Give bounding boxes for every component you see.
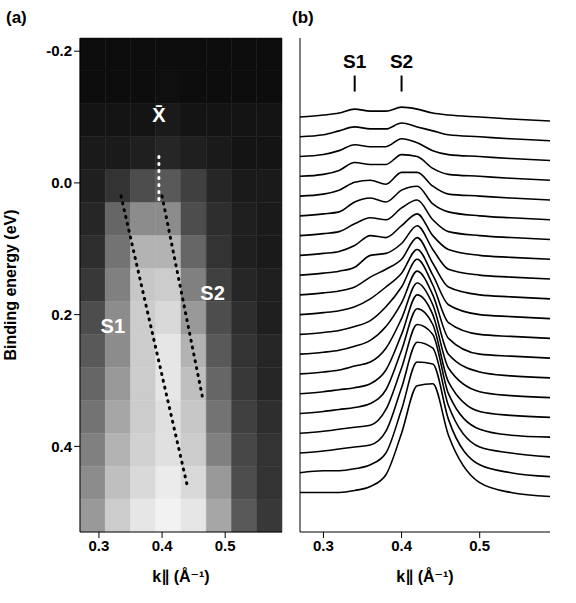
svg-text:-0.2: -0.2 bbox=[46, 42, 72, 59]
svg-text:0.0: 0.0 bbox=[51, 174, 72, 191]
svg-text:0.3: 0.3 bbox=[313, 537, 334, 554]
svg-text:k∥ (Å⁻¹): k∥ (Å⁻¹) bbox=[152, 567, 209, 586]
svg-text:S1: S1 bbox=[101, 315, 125, 337]
svg-text:0.4: 0.4 bbox=[152, 537, 174, 554]
svg-text:S2: S2 bbox=[200, 282, 224, 304]
svg-text:k∥ (Å⁻¹): k∥ (Å⁻¹) bbox=[396, 567, 453, 586]
svg-text:0.5: 0.5 bbox=[215, 537, 236, 554]
svg-text:0.4: 0.4 bbox=[51, 438, 73, 455]
html-text:(b): (b) bbox=[292, 8, 314, 27]
svg-text:0.4: 0.4 bbox=[391, 537, 413, 554]
svg-text:S1: S1 bbox=[343, 51, 367, 72]
html-text:(a): (a) bbox=[6, 8, 27, 27]
svg-text:0.2: 0.2 bbox=[51, 306, 72, 323]
svg-text:S2: S2 bbox=[390, 51, 413, 72]
svg-text:0.5: 0.5 bbox=[469, 537, 490, 554]
svg-text:0.3: 0.3 bbox=[89, 537, 110, 554]
svg-text:X̄: X̄ bbox=[152, 104, 166, 126]
svg-text:Binding energy (eV): Binding energy (eV) bbox=[2, 209, 19, 360]
